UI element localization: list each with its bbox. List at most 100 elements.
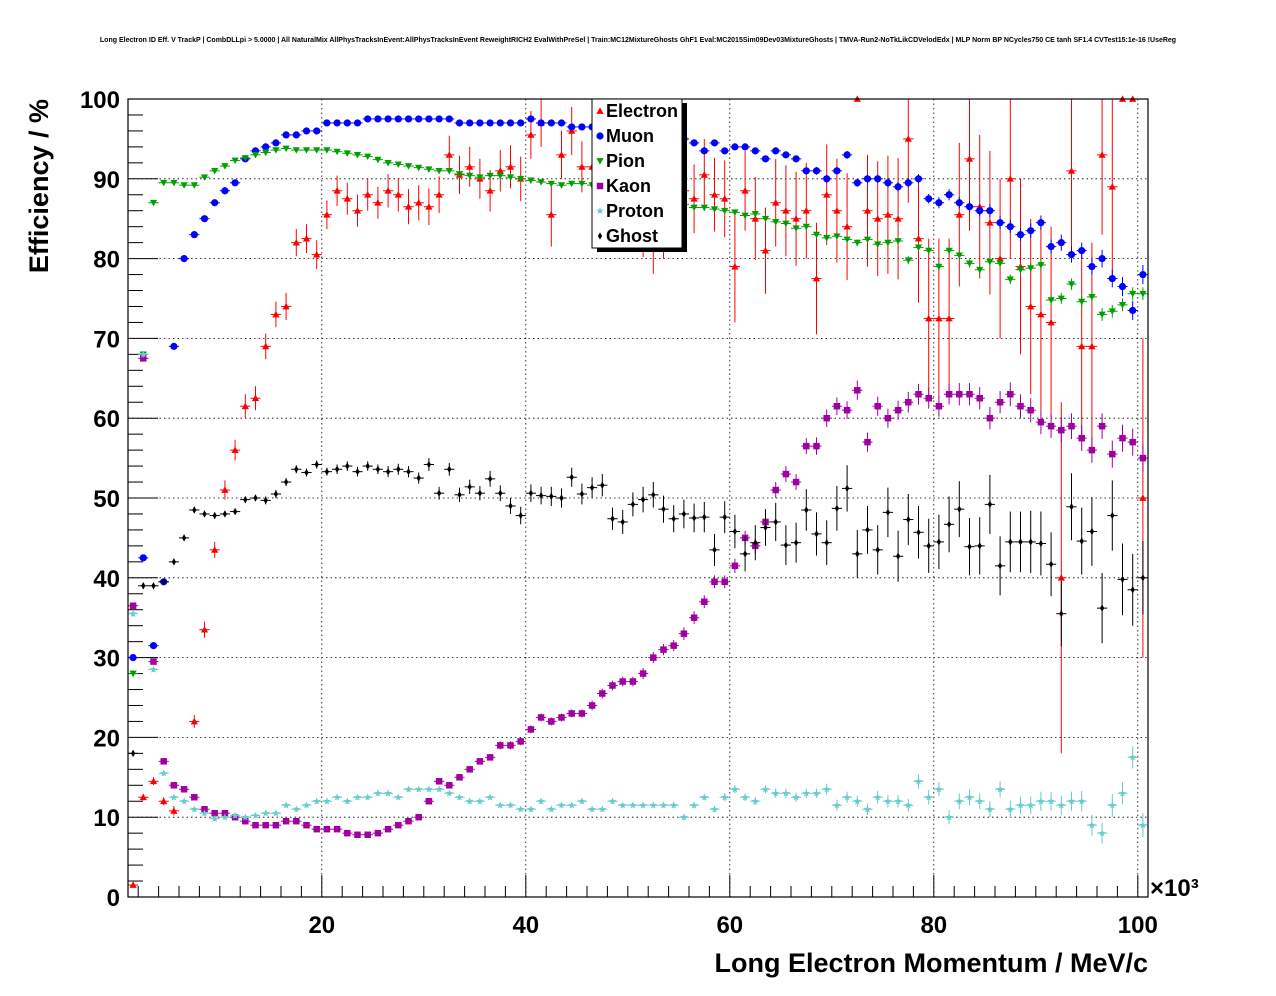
data-point bbox=[313, 251, 321, 258]
data-point bbox=[1139, 494, 1147, 501]
data-point bbox=[690, 801, 698, 809]
data-point bbox=[302, 127, 311, 135]
series-proton bbox=[128, 350, 1148, 844]
data-point bbox=[1108, 801, 1117, 809]
data-point bbox=[497, 742, 504, 749]
data-point bbox=[639, 670, 647, 677]
data-point bbox=[384, 825, 392, 833]
data-point bbox=[1139, 270, 1147, 279]
data-point bbox=[945, 314, 953, 322]
data-point bbox=[559, 494, 564, 502]
data-point bbox=[863, 175, 872, 183]
data-point bbox=[996, 219, 1004, 227]
data-point bbox=[772, 147, 780, 155]
data-point bbox=[965, 203, 974, 211]
data-point bbox=[741, 143, 749, 151]
data-point bbox=[170, 807, 178, 814]
data-point bbox=[1119, 434, 1126, 442]
data-point bbox=[1118, 789, 1127, 797]
data-point bbox=[843, 406, 851, 414]
data-point bbox=[506, 163, 515, 170]
data-point bbox=[506, 174, 515, 181]
data-point bbox=[527, 115, 535, 123]
data-point bbox=[1007, 391, 1014, 398]
data-point bbox=[1108, 183, 1116, 190]
data-point bbox=[904, 179, 912, 187]
data-point bbox=[282, 302, 290, 310]
data-point bbox=[180, 786, 188, 793]
data-point bbox=[1016, 231, 1025, 239]
data-point bbox=[965, 260, 974, 267]
data-point bbox=[792, 793, 800, 801]
data-point bbox=[313, 147, 321, 154]
data-point bbox=[935, 263, 943, 271]
legend-label: Kaon bbox=[606, 176, 651, 196]
data-point bbox=[415, 115, 423, 123]
data-point bbox=[445, 151, 453, 158]
data-point bbox=[853, 179, 861, 187]
data-point bbox=[374, 789, 382, 797]
data-point bbox=[1038, 539, 1044, 548]
x-tick-label: 20 bbox=[308, 912, 335, 939]
data-point bbox=[272, 821, 280, 829]
data-point bbox=[761, 215, 770, 223]
data-point bbox=[1088, 821, 1096, 829]
data-point bbox=[456, 774, 463, 781]
data-point bbox=[955, 211, 963, 218]
data-point bbox=[1027, 302, 1035, 310]
data-point bbox=[986, 207, 994, 215]
data-point bbox=[976, 395, 983, 402]
y-tick-labels: 0 10 20 30 40 50 60 70 80 90 100 bbox=[80, 87, 120, 912]
data-point bbox=[894, 406, 902, 414]
data-point bbox=[833, 233, 841, 240]
y-tick-label: 40 bbox=[93, 566, 120, 593]
data-point bbox=[660, 646, 667, 653]
data-point bbox=[323, 797, 331, 805]
data-point bbox=[669, 801, 678, 809]
data-point bbox=[496, 172, 504, 180]
data-point bbox=[283, 478, 289, 486]
data-point bbox=[589, 484, 595, 492]
data-point bbox=[884, 239, 892, 247]
data-point bbox=[221, 187, 229, 195]
data-point bbox=[946, 520, 952, 528]
data-point bbox=[129, 654, 137, 662]
data-point bbox=[149, 199, 158, 207]
data-point bbox=[343, 195, 351, 202]
data-point bbox=[833, 801, 841, 809]
data-point bbox=[211, 167, 219, 175]
data-point bbox=[568, 710, 575, 717]
data-point bbox=[1018, 538, 1023, 546]
data-point bbox=[537, 714, 545, 721]
legend-marker bbox=[596, 158, 604, 165]
data-point bbox=[568, 123, 576, 131]
data-point bbox=[192, 506, 197, 514]
data-point bbox=[537, 119, 545, 127]
data-point bbox=[415, 164, 423, 172]
data-point bbox=[945, 813, 953, 821]
chart-title: Long Electron ID Eff. V TrackP | CombDLL… bbox=[100, 37, 1176, 44]
data-point bbox=[936, 538, 942, 546]
y-tick-label: 10 bbox=[93, 805, 120, 832]
data-point bbox=[772, 486, 779, 494]
data-point bbox=[508, 502, 513, 510]
data-point bbox=[843, 151, 851, 159]
data-point bbox=[476, 758, 484, 765]
data-point bbox=[986, 258, 994, 266]
data-point bbox=[528, 489, 534, 497]
x-tick-label: 60 bbox=[716, 912, 743, 939]
data-point bbox=[1037, 797, 1045, 805]
data-point bbox=[834, 504, 840, 512]
data-point bbox=[802, 167, 810, 175]
data-point bbox=[231, 179, 239, 187]
y-tick-label: 30 bbox=[93, 646, 120, 673]
data-point bbox=[304, 468, 309, 477]
data-point bbox=[394, 161, 402, 169]
data-point bbox=[833, 167, 841, 175]
data-point bbox=[333, 793, 341, 801]
data-point bbox=[435, 191, 443, 198]
data-point bbox=[374, 115, 382, 123]
data-point bbox=[129, 602, 137, 609]
data-point bbox=[476, 119, 484, 127]
x-axis-title: Long Electron Momentum / MeV/c bbox=[714, 948, 1148, 978]
